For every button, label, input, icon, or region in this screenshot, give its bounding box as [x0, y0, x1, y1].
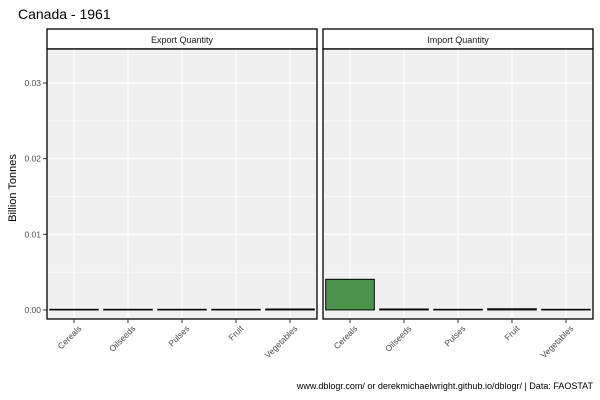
facet-panel: Export Quantity Cereals Oilseeds Pulses Frui…	[46, 28, 318, 360]
facet-strip-label: Export Quantity	[151, 35, 214, 45]
x-tick-label: Oilseeds	[383, 323, 413, 353]
x-tick-label: Cereals	[332, 323, 360, 351]
x-tick-label: Pulses	[442, 323, 467, 348]
bar	[103, 308, 153, 311]
x-tick-label: Fruit	[502, 323, 522, 343]
facet-panels: Export Quantity Cereals Oilseeds Pulses Frui…	[46, 28, 594, 360]
chart-title: Canada - 1961	[18, 6, 111, 22]
y-axis-title: Billion Tonnes	[7, 154, 19, 222]
bar	[325, 278, 375, 311]
chart-caption: www.dblogr.com/ or derekmichaelwright.gi…	[296, 381, 594, 391]
x-tick-label: Fruit	[226, 323, 246, 343]
y-tick-label: 0.03	[24, 78, 41, 88]
x-tick-label: Pulses	[166, 323, 191, 348]
facet-strip-label: Import Quantity	[427, 35, 489, 45]
y-tick-label: 0.00	[24, 305, 41, 315]
bar	[265, 308, 315, 311]
bar	[487, 308, 537, 311]
y-tick-label: 0.02	[24, 154, 41, 164]
x-tick-label: Vegetables	[263, 323, 300, 360]
bar	[211, 308, 261, 311]
x-tick-label: Oilseeds	[107, 323, 137, 353]
bar	[541, 308, 591, 311]
bar	[157, 308, 207, 311]
bar	[49, 308, 99, 311]
y-axis: 0.00 0.01 0.02 0.03	[24, 78, 47, 315]
x-tick-label: Vegetables	[539, 323, 576, 360]
bar	[433, 308, 483, 311]
facet-panel: Import Quantity Cereals Oilseeds Pulses Frui…	[322, 28, 594, 360]
bar	[379, 308, 429, 311]
y-tick-label: 0.01	[24, 229, 41, 239]
x-tick-label: Cereals	[56, 323, 84, 351]
